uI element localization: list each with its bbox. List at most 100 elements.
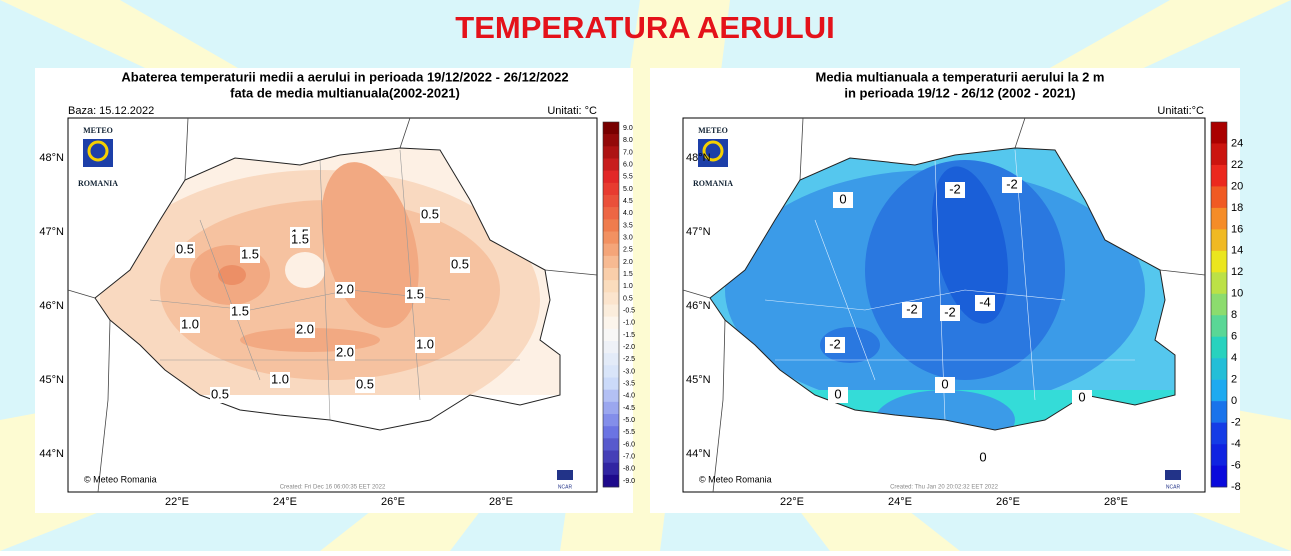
colorbar-cell — [603, 134, 619, 147]
contour-label: -4 — [979, 294, 991, 309]
colorbar-label: 5.5 — [623, 174, 633, 181]
colorbar-label: 0.5 — [623, 295, 633, 302]
colorbar-cell — [603, 389, 619, 403]
colorbar-cell — [1211, 207, 1227, 230]
colorbar-label: -2 — [1231, 416, 1241, 428]
colorbar-cell — [603, 377, 619, 390]
contour-label: 0 — [979, 449, 986, 464]
colorbar-label: -8.0 — [623, 466, 635, 473]
contour-label-bg — [973, 450, 993, 466]
contour-label-bg — [1002, 177, 1022, 193]
country — [94, 147, 561, 431]
colorbar-label: 7.0 — [623, 149, 633, 156]
contour-label-bg — [405, 287, 425, 303]
lon-label: 24°E — [888, 496, 912, 508]
colorbar-label: -6.0 — [623, 441, 635, 448]
colorbar-label: 14 — [1231, 245, 1243, 257]
colorbar-label: 4 — [1231, 352, 1237, 364]
colorbar-label: 22 — [1231, 159, 1243, 171]
colorbar-label: 9.0 — [623, 125, 633, 132]
colorbar-label: 20 — [1231, 180, 1243, 192]
colorbar-label: 2 — [1231, 374, 1237, 386]
colorbar-cell — [1211, 401, 1227, 423]
map-frame — [67, 117, 598, 493]
colorbar-label: 2.5 — [623, 247, 633, 254]
lat-label: 48°N — [686, 152, 711, 164]
colorbar-cell — [1211, 250, 1227, 273]
colorbar-frame — [1210, 121, 1228, 488]
colorbar-label: -8 — [1231, 481, 1241, 493]
colorbar-cell — [603, 353, 619, 366]
contour-label-bg — [335, 345, 355, 361]
colorbar-label: 8.0 — [623, 137, 633, 144]
colorbar-label: 1.5 — [623, 271, 633, 278]
contour-label-bg — [270, 372, 290, 388]
colorbar-label: -4.0 — [623, 393, 635, 400]
colorbar-cell — [1211, 272, 1227, 295]
colorbar-label: 1.0 — [623, 283, 633, 290]
contour-label: 0 — [941, 376, 948, 391]
units: Unitati: °C — [547, 105, 597, 117]
contour-label: 1.0 — [181, 316, 199, 331]
colorbar-cell — [1211, 315, 1227, 338]
page-title: TEMPERATURA AERULUI — [455, 10, 834, 45]
colorbar-frame — [602, 121, 620, 488]
contour-label-bg — [180, 317, 200, 333]
copyright: © Meteo Romania — [84, 474, 157, 484]
border-lines — [67, 117, 598, 493]
colorbar-cell — [603, 255, 619, 269]
colorbar-cell — [603, 328, 619, 342]
colorbar-label: -2.0 — [623, 344, 635, 351]
colorbar-cell — [603, 401, 619, 415]
colorbar-cell — [603, 450, 619, 463]
base-date: Baza: 15.12.2022 — [68, 105, 154, 117]
lat-label: 45°N — [39, 374, 64, 386]
lat-label: 46°N — [39, 300, 64, 312]
lat-label: 47°N — [39, 226, 64, 238]
colorbar-cell — [1211, 143, 1227, 166]
contour-label: -2 — [944, 304, 956, 319]
contour-label-bg — [945, 182, 965, 198]
map-panel: Media multianuala a temperaturii aerului… — [650, 68, 1243, 513]
colorbar-cell — [1211, 358, 1227, 380]
lon-label: 26°E — [381, 496, 405, 508]
units: Unitati:°C — [1157, 105, 1204, 117]
contour-label: 0.5 — [421, 206, 439, 221]
colorbar-cell — [1211, 336, 1227, 359]
contour-label: -2 — [949, 181, 961, 196]
logo-text: METEO — [83, 126, 113, 135]
contour-label-bg — [1072, 390, 1092, 406]
colorbar-cell — [603, 219, 619, 232]
lat-label: 47°N — [686, 226, 711, 238]
map-title: fata de media multianuala(2002-2021) — [230, 85, 460, 100]
contour-label-bg — [902, 302, 922, 318]
map-title: Abaterea temperaturii medii a aerului in… — [121, 69, 568, 84]
created: Created: Fri Dec 16 06:00:35 EET 2022 — [280, 485, 386, 491]
colorbar-label: -4 — [1231, 438, 1241, 450]
colorbar-label: 3.5 — [623, 222, 633, 229]
contour-label-bg — [230, 304, 250, 320]
lon-label: 28°E — [1104, 496, 1128, 508]
contour-label-bg — [295, 322, 315, 338]
lon-label: 22°E — [165, 496, 189, 508]
colorbar-label: 3.0 — [623, 234, 633, 241]
colorbar-cell — [603, 414, 619, 427]
colorbar-label: -5.0 — [623, 417, 635, 424]
contour-label-bg — [940, 305, 960, 321]
lon-label: 26°E — [996, 496, 1020, 508]
colorbar-cell — [1211, 122, 1227, 144]
contour-label: 0.5 — [356, 376, 374, 391]
contour-label-bg — [175, 242, 195, 258]
colorbar-cell — [603, 146, 619, 159]
map-title: in perioada 19/12 - 26/12 (2002 - 2021) — [844, 85, 1075, 100]
ncar-logo — [1165, 470, 1181, 480]
contour-label: 1.5 — [231, 303, 249, 318]
colorbar-label: -1.0 — [623, 320, 635, 327]
contour-label: 2.0 — [296, 321, 314, 336]
contour-label-bg — [975, 295, 995, 311]
logo-text: ROMANIA — [78, 179, 118, 188]
county-lines — [764, 149, 1135, 421]
colorbar-label: 2.0 — [623, 259, 633, 266]
colorbar-cell — [1211, 444, 1227, 466]
